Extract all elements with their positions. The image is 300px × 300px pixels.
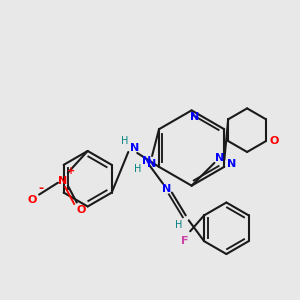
Text: O: O <box>76 206 86 215</box>
Text: N: N <box>226 159 236 169</box>
Text: -: - <box>38 182 44 195</box>
Text: H: H <box>121 136 128 146</box>
Text: +: + <box>67 166 75 176</box>
Text: N: N <box>142 156 152 166</box>
Text: N: N <box>162 184 172 194</box>
Text: O: O <box>269 136 279 146</box>
Text: N: N <box>190 112 199 122</box>
Text: H: H <box>175 220 182 230</box>
Text: H: H <box>134 164 141 174</box>
Text: N: N <box>215 153 224 163</box>
Text: N: N <box>147 159 157 169</box>
Text: O: O <box>28 194 37 205</box>
Text: N: N <box>58 176 68 186</box>
Text: F: F <box>181 236 188 246</box>
Text: N: N <box>130 143 139 153</box>
